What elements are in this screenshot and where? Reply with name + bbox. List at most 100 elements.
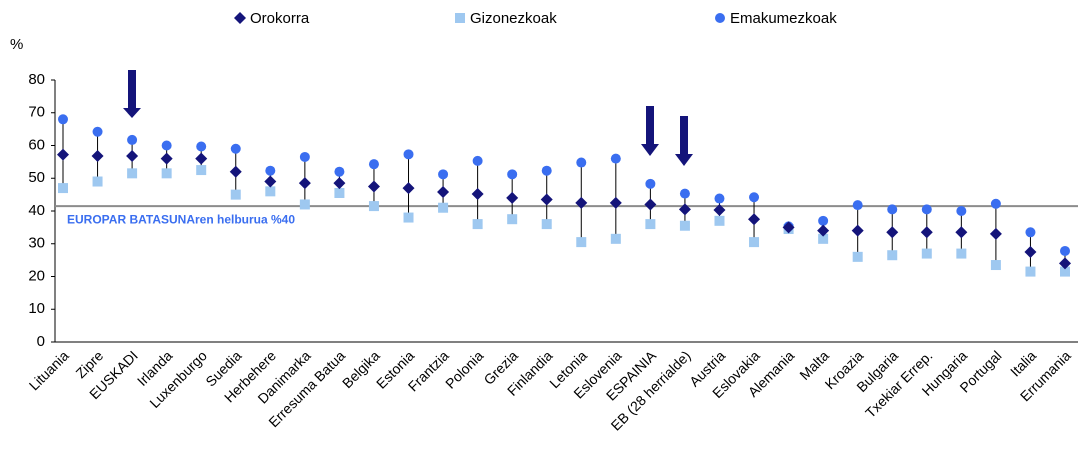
y-tick-label: 10 <box>28 300 45 317</box>
dot <box>507 214 518 225</box>
dot <box>368 201 379 212</box>
dot <box>265 186 276 197</box>
dot <box>368 159 379 170</box>
dot <box>713 204 726 217</box>
dot <box>749 192 760 203</box>
dot <box>127 134 138 145</box>
dot <box>471 187 484 200</box>
dot <box>852 200 863 211</box>
dot <box>1059 257 1071 270</box>
dot <box>437 186 450 199</box>
dot <box>298 177 311 190</box>
dot <box>92 126 103 137</box>
dot <box>403 149 414 160</box>
dot <box>714 193 725 204</box>
dot <box>956 248 967 259</box>
dot <box>749 237 760 248</box>
arrow <box>646 106 654 144</box>
dot <box>956 206 967 216</box>
legend-label: Orokorra <box>250 10 310 27</box>
legend-label: Emakumezkoak <box>730 10 837 27</box>
dot <box>887 250 898 261</box>
y-tick-label: 70 <box>28 104 45 121</box>
dot <box>161 168 172 179</box>
dot <box>645 178 656 189</box>
dot <box>990 198 1001 209</box>
dot <box>921 248 932 259</box>
dot <box>886 226 899 239</box>
dot <box>887 204 898 215</box>
dot <box>196 165 207 176</box>
dot <box>851 224 864 237</box>
dot <box>644 198 657 211</box>
dot <box>160 152 173 165</box>
dot <box>990 260 1001 271</box>
arrow <box>123 108 141 118</box>
dot <box>1025 227 1036 238</box>
dot <box>334 166 345 177</box>
arrow <box>680 116 688 154</box>
dot <box>438 202 449 213</box>
legend-marker <box>455 13 465 23</box>
y-tick-label: 60 <box>28 136 45 153</box>
dot <box>852 251 863 262</box>
reference-label: EUROPAR BATASUNAren helburua %40 <box>67 212 295 226</box>
dot <box>609 196 622 209</box>
dot <box>541 165 552 176</box>
legend-marker <box>715 13 725 23</box>
dot <box>91 149 104 162</box>
y-tick-label: 80 <box>28 71 45 88</box>
dot <box>506 191 519 204</box>
dot <box>57 148 69 161</box>
dot <box>714 215 725 226</box>
dot <box>920 226 933 239</box>
dot <box>610 153 621 164</box>
dot <box>645 219 656 230</box>
dot <box>576 157 587 168</box>
dot <box>818 233 829 244</box>
dot <box>989 227 1002 240</box>
dot <box>195 152 208 165</box>
arrow <box>675 154 693 166</box>
dot <box>58 114 68 125</box>
dot <box>196 141 207 152</box>
dot <box>299 199 310 210</box>
dot <box>540 193 553 206</box>
arrow <box>641 144 659 156</box>
dot <box>92 176 103 187</box>
y-tick-label: 0 <box>37 333 45 350</box>
dot <box>265 165 276 176</box>
x-tick-label: Lituania <box>26 347 72 393</box>
dot <box>472 219 483 230</box>
dot <box>782 221 795 234</box>
dot <box>403 212 414 223</box>
dot <box>1060 266 1070 277</box>
dot <box>127 168 138 179</box>
dot <box>230 143 241 154</box>
y-tick-label: 20 <box>28 267 45 284</box>
legend-label: Gizonezkoak <box>470 10 557 27</box>
dot <box>161 140 172 151</box>
arrows <box>123 70 693 166</box>
dot <box>541 219 552 230</box>
dot <box>818 215 829 226</box>
dot <box>955 226 968 239</box>
dot <box>1024 245 1037 258</box>
dot <box>126 149 139 162</box>
legend-marker <box>234 12 246 24</box>
dot <box>1025 266 1036 277</box>
y-axis-label: % <box>10 36 23 53</box>
dot <box>678 203 691 216</box>
dot <box>748 213 761 226</box>
dot <box>334 187 345 198</box>
dot <box>575 196 588 209</box>
dot <box>367 180 380 193</box>
y-tick-label: 30 <box>28 235 45 252</box>
y-tick-label: 40 <box>28 202 45 219</box>
dot <box>333 177 346 190</box>
dot <box>921 204 932 215</box>
arrow <box>128 70 136 108</box>
dot <box>438 169 449 180</box>
dot <box>679 188 690 199</box>
dot <box>229 165 242 178</box>
